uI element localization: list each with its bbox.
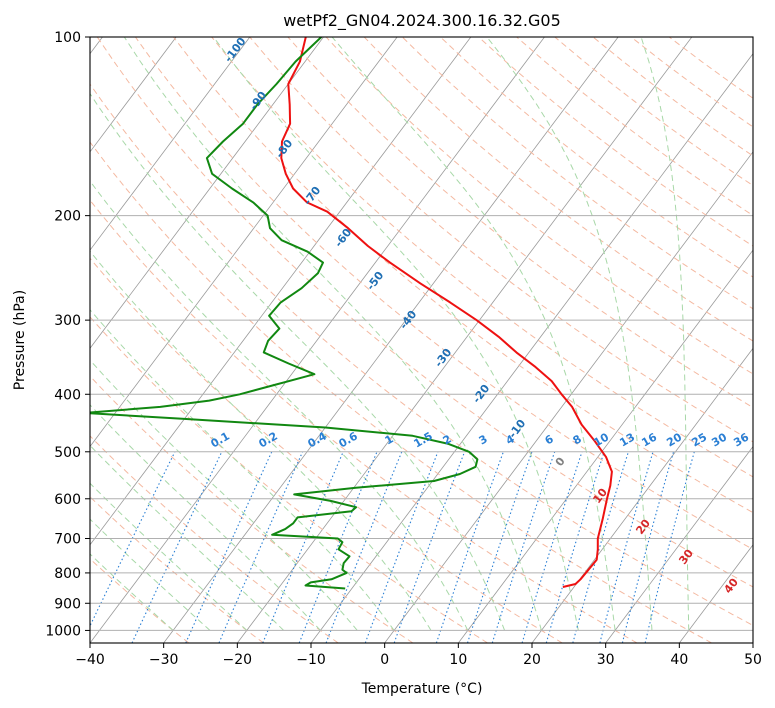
x-tick-label: 40: [670, 652, 688, 668]
isotherm-line: [90, 37, 251, 251]
mixing-ratio-line: [90, 451, 176, 628]
x-tick-label: 30: [597, 652, 615, 668]
mixing-ratio-line: [262, 451, 344, 643]
isotherm-line: [531, 347, 753, 643]
x-tick-label: 50: [744, 652, 762, 668]
profile-lines: [90, 37, 613, 590]
dry-adiabat-line: [90, 257, 563, 643]
x-axis-label: Temperature (°C): [361, 681, 483, 697]
moist-adiabat-line: [486, 37, 653, 631]
moist-adiabat-line: [90, 92, 506, 631]
mixing-ratio-line: [218, 451, 304, 643]
mixing-ratio-line: [491, 451, 556, 643]
y-tick-label: 600: [54, 492, 81, 508]
dry-adiabat-line: [90, 83, 753, 626]
isotherm-line: [237, 37, 693, 643]
moist-adiabat-line: [90, 553, 174, 631]
y-tick-label: 300: [54, 313, 81, 329]
moist-adiabat-line: [90, 308, 395, 631]
moist-adiabat-line: [331, 37, 616, 631]
dry-adiabat-line: [90, 375, 414, 643]
isotherm-line: [90, 37, 324, 349]
moist-adiabat-line: [640, 37, 690, 631]
temperature-series-line: [280, 37, 613, 588]
pressure-gridlines: [90, 37, 753, 631]
y-tick-label: 800: [54, 566, 81, 582]
y-tick-label: 900: [54, 596, 81, 612]
dry-adiabat-line: [173, 37, 753, 514]
plot-frame: [89, 36, 754, 644]
isotherm-line: [310, 52, 753, 643]
mixing-ratio-line: [599, 451, 654, 643]
dry-adiabat-line: [90, 435, 339, 643]
dry-adiabat-line: [211, 37, 753, 478]
y-tick-label: 500: [54, 445, 81, 461]
dry-adiabat-line: [90, 141, 712, 643]
mixing-ratio-line: [298, 451, 378, 643]
mixing-ratio-line: [435, 451, 504, 643]
isotherm-line: [90, 37, 398, 448]
y-tick-label: 400: [54, 387, 81, 403]
x-tick-label: −30: [149, 652, 179, 668]
isotherm-line: [90, 37, 177, 153]
y-tick-label: 100: [54, 30, 81, 46]
mixing-ratio-line: [325, 451, 403, 643]
moist-adiabat-line: [90, 444, 284, 631]
y-axis-label: Pressure (hPa): [12, 290, 28, 390]
mixing-ratio-line: [644, 451, 695, 643]
moist-adiabat-line: [90, 404, 321, 631]
dry-adiabat-line: [90, 199, 638, 643]
y-tick-label: 200: [54, 209, 81, 225]
mixing-ratio-line: [545, 451, 605, 643]
x-tick-label: −20: [223, 652, 253, 668]
y-tick-label: 700: [54, 532, 81, 548]
mixing-ratio-line: [364, 451, 439, 643]
x-axis-ticks: −40 −30 −20 −10 0 10 20 30 40 50: [75, 643, 762, 668]
mixing-ratio-line: [572, 451, 629, 643]
x-tick-label: −40: [75, 652, 105, 668]
isotherm-line: [605, 445, 753, 643]
isotherm-line: [90, 37, 545, 643]
background-lines: [90, 37, 753, 643]
mixing-ratio-line: [521, 451, 583, 643]
moist-adiabat-line: [90, 250, 432, 631]
mixing-ratio-line: [466, 451, 533, 643]
dry-adiabat-line: [134, 37, 753, 550]
chart-title: wetPf2_GN04.2024.300.16.32.G05: [283, 11, 561, 31]
mixing-ratio-line: [621, 451, 675, 643]
y-axis-ticks: 100 200 300 400 500 600 700 800 900 1000: [45, 30, 90, 639]
isotherm-line: [384, 151, 753, 643]
moist-adiabat-line: [213, 37, 579, 631]
dry-adiabat-line: [401, 37, 753, 310]
plot-area: -100-90-80-70-60-50-40-30-20-10010203040…: [90, 37, 753, 643]
x-tick-label: 20: [523, 652, 541, 668]
dry-adiabat-line: [249, 37, 753, 443]
mixing-ratio-line: [393, 451, 466, 643]
x-tick-label: 0: [380, 652, 389, 668]
moist-adiabat-line: [90, 359, 358, 631]
y-tick-label: 1000: [45, 623, 81, 639]
x-tick-label: −10: [296, 652, 326, 668]
isotherm-line: [90, 37, 472, 546]
isotherm-line: [163, 37, 619, 643]
isotherm-line: [458, 249, 753, 643]
moist-adiabat-line: [90, 518, 211, 631]
x-tick-label: 10: [449, 652, 467, 668]
dewpoint-series-line: [90, 37, 479, 590]
moist-adiabat-line: [90, 482, 248, 631]
dry-adiabat-line: [363, 37, 753, 342]
moist-adiabat-line: [123, 37, 542, 631]
